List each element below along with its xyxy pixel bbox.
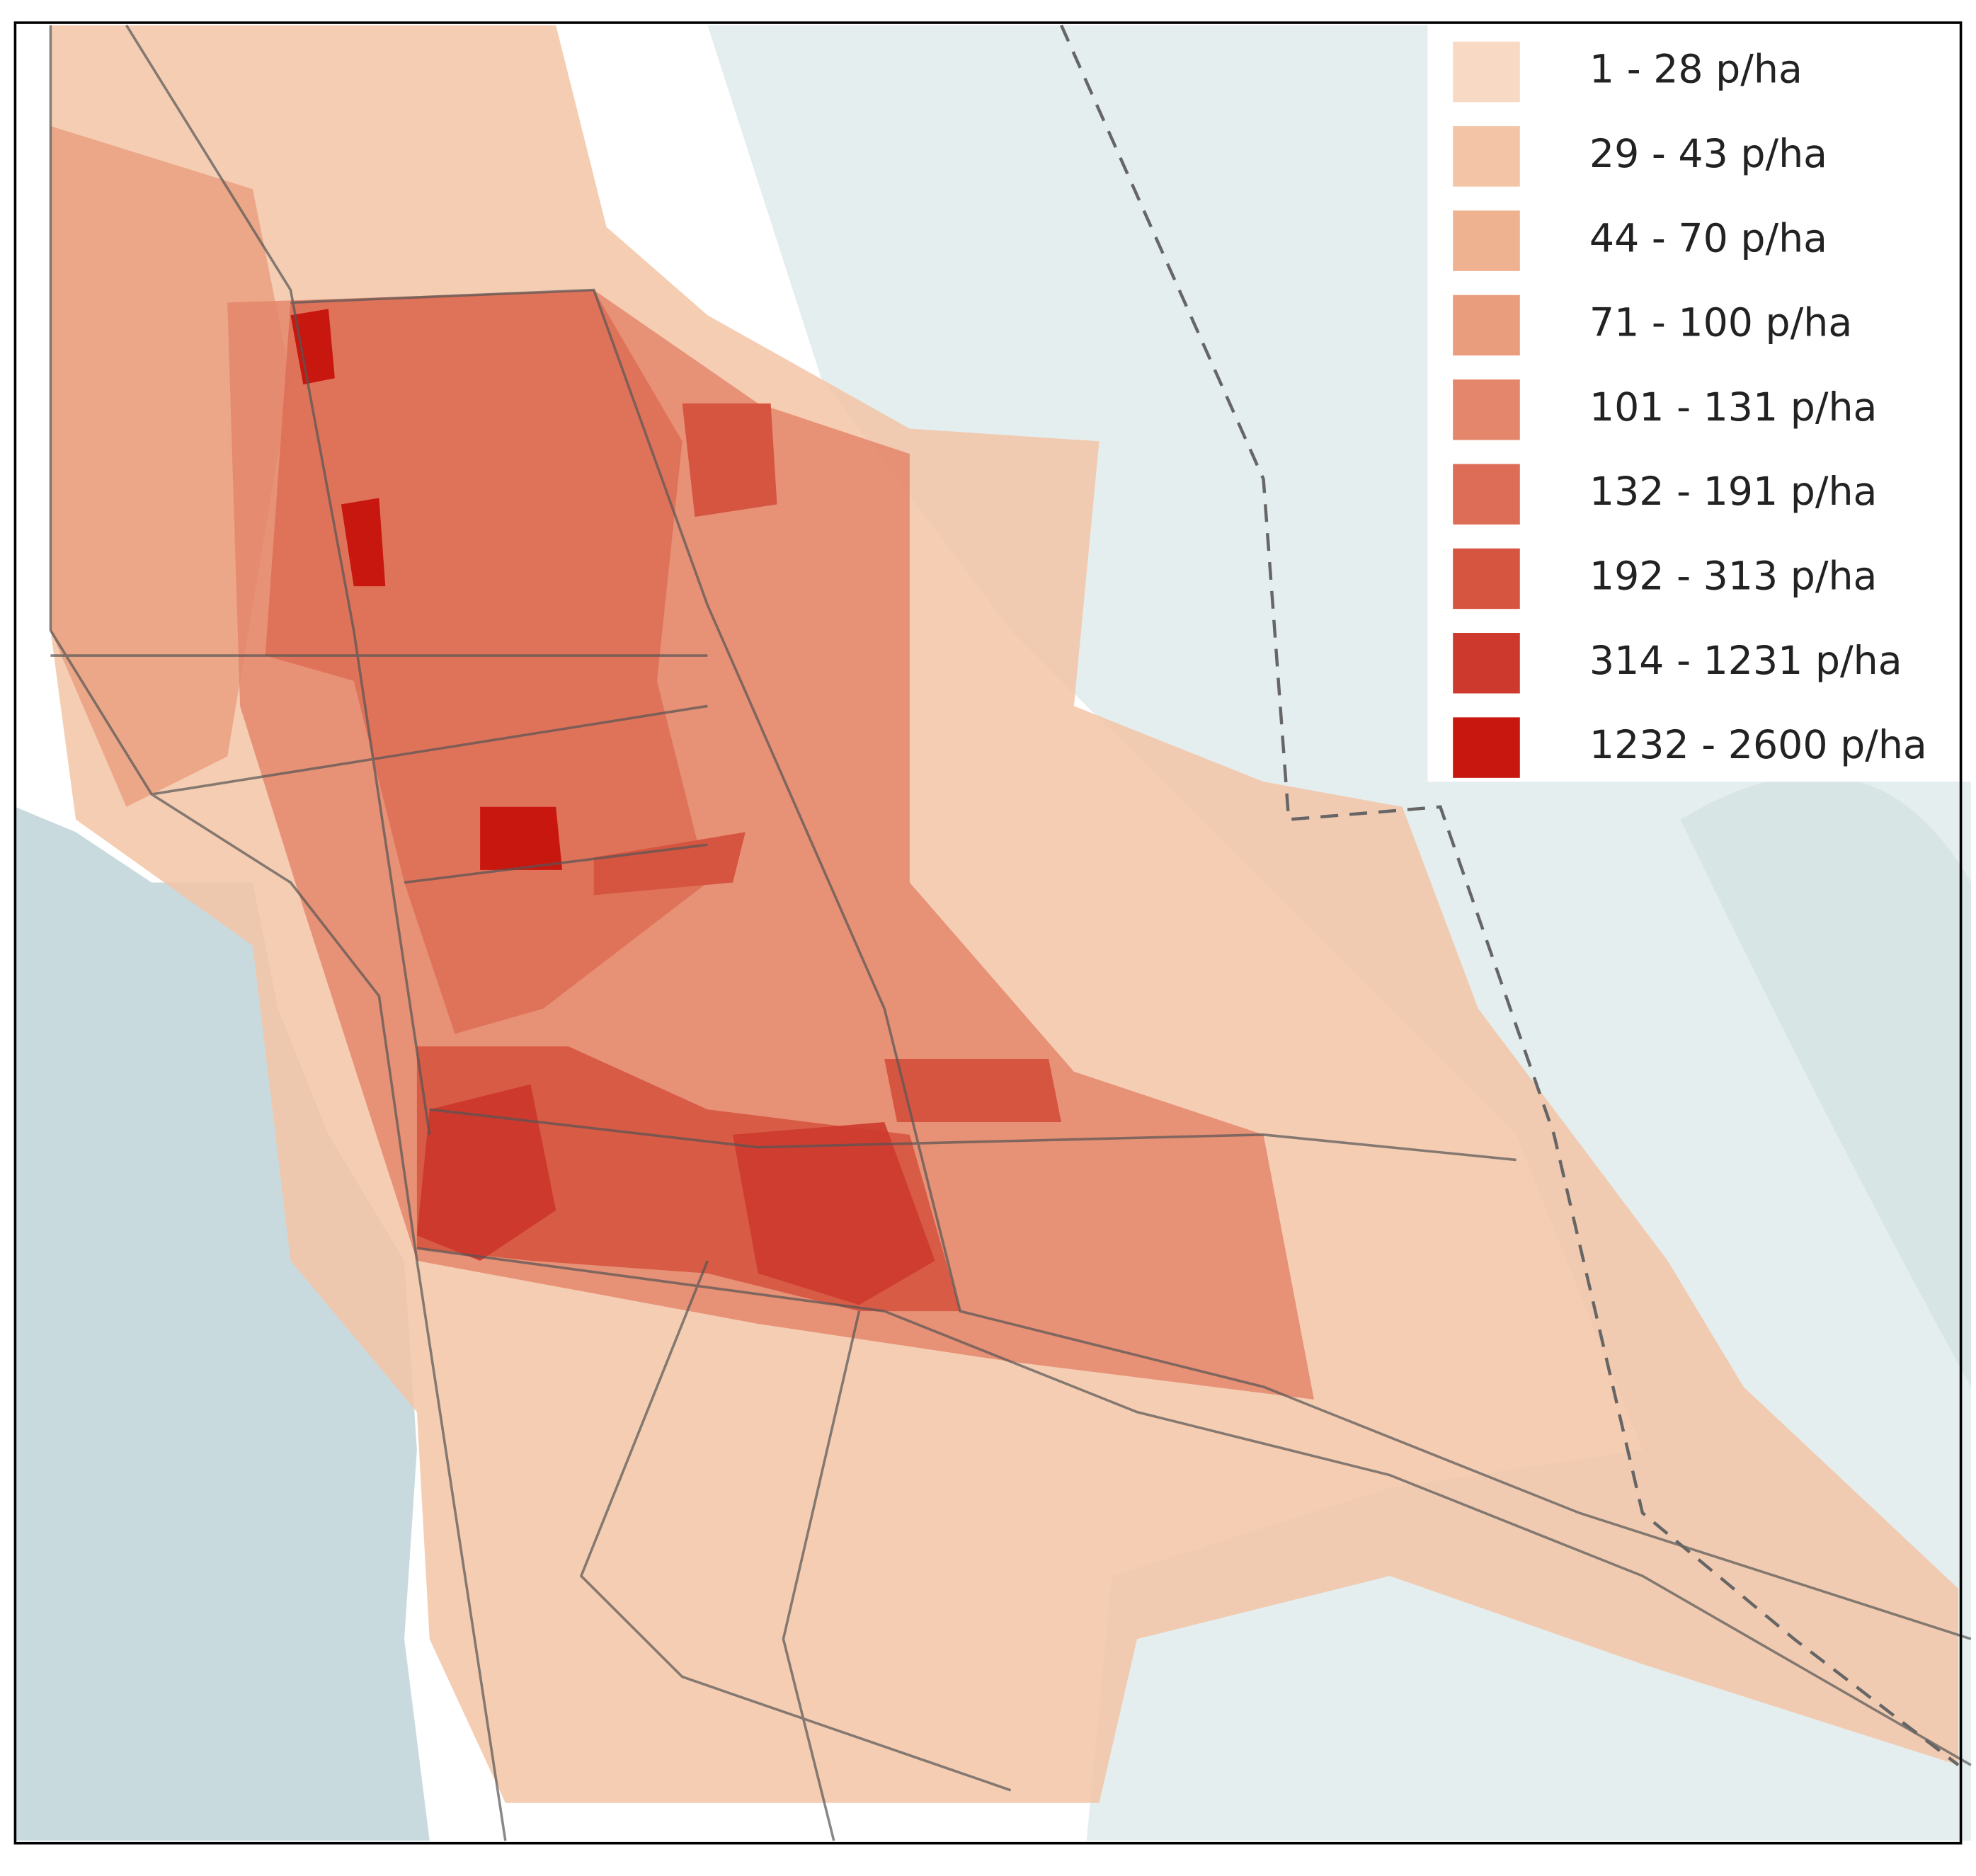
legend-label: 192 - 313 p/ha [1589,554,1878,600]
legend-swatch [1453,379,1520,440]
road [125,24,431,1136]
density-area [265,290,708,1034]
legend-swatch [1453,294,1520,356]
legend-swatch [1453,210,1520,271]
sea [15,806,430,1841]
hills [1680,774,1971,1388]
legend-swatch [1453,548,1520,610]
road [290,288,1972,1640]
road [579,1260,1012,1841]
frame [13,21,1963,1845]
boundary [1059,24,1960,1767]
legend-label: 314 - 1231 p/ha [1589,639,1902,684]
density-areas [50,25,1959,1803]
legend-swatch [1453,126,1520,187]
road [416,1247,1972,1766]
density-area [50,126,291,807]
density-area [290,309,563,870]
legend-swatch [1453,633,1520,694]
legend-swatch [1453,717,1520,778]
legend-label: 44 - 70 p/ha [1589,216,1827,261]
road [49,25,507,1841]
legend-label: 101 - 131 p/ha [1589,385,1878,430]
legend-label: 29 - 43 p/ha [1589,132,1827,177]
legend-label: 71 - 100 p/ha [1589,301,1852,346]
legend-label: 1232 - 2600 p/ha [1589,723,1927,768]
roads [49,24,1972,1841]
legend-label: 132 - 191 p/ha [1589,469,1878,515]
density-area [416,1084,556,1261]
legend-label: 1 - 28 p/ha [1589,47,1803,93]
density-area [733,1122,935,1305]
legend-swatch [1453,41,1520,103]
road [50,654,1517,1162]
legend-swatch [1453,464,1520,525]
legend: 1 - 28 p/ha 29 - 43 p/ha 44 - 70 p/ha 71 - … [1427,23,1976,782]
